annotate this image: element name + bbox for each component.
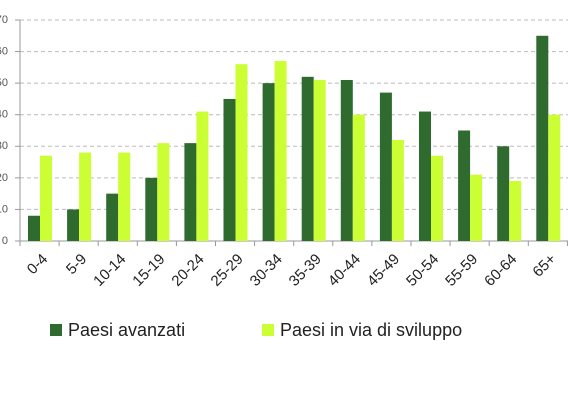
legend-swatch <box>50 324 62 336</box>
bar <box>235 64 248 241</box>
x-tick-label: 20-24 <box>168 251 207 290</box>
legend-swatch <box>262 324 274 336</box>
bar <box>379 92 392 241</box>
bar <box>223 98 236 241</box>
bar <box>313 79 326 241</box>
bar <box>40 155 52 241</box>
bar <box>470 174 483 241</box>
bar <box>196 111 209 241</box>
bar <box>79 152 92 241</box>
y-tick-label: 10 <box>0 203 8 215</box>
x-tick-label: 10-14 <box>90 251 129 290</box>
bar <box>352 114 365 241</box>
bar <box>431 155 443 241</box>
x-tick-label: 55-59 <box>442 251 481 290</box>
y-tick-label: 40 <box>0 109 8 121</box>
x-tick-label: 60-64 <box>481 251 520 290</box>
bar <box>458 130 471 241</box>
x-tick-label: 40-44 <box>325 251 364 290</box>
x-tick-label: 65+ <box>529 250 559 280</box>
bar <box>274 61 287 241</box>
y-tick-label: 50 <box>0 77 8 89</box>
x-tick-label: 25-29 <box>208 251 247 290</box>
x-tick-label: 0-4 <box>24 251 51 278</box>
x-tick-label: 30-34 <box>247 251 286 290</box>
legend-label: Paesi avanzati <box>68 320 185 340</box>
y-tick-label: 70 <box>0 14 8 26</box>
bar <box>145 177 158 241</box>
bar <box>118 152 131 241</box>
y-tick-label: 20 <box>0 172 8 184</box>
bar <box>509 181 522 241</box>
x-tick-label: 50-54 <box>403 251 442 290</box>
x-tick-label: 45-49 <box>364 251 403 290</box>
y-tick-label: 60 <box>0 45 8 57</box>
bar <box>340 79 353 241</box>
y-tick-label: 30 <box>0 140 8 152</box>
bar <box>301 76 314 241</box>
bar <box>497 146 510 241</box>
bar <box>67 209 80 241</box>
bar <box>262 83 275 242</box>
bar <box>419 111 431 241</box>
y-tick-label: 0 <box>2 235 8 247</box>
legend-label: Paesi in via di sviluppo <box>280 320 462 340</box>
x-tick-label: 5-9 <box>63 251 90 278</box>
bar <box>157 143 170 241</box>
bar <box>536 35 549 242</box>
bar <box>391 139 404 241</box>
x-tick-label: 35-39 <box>286 251 325 290</box>
bar <box>548 114 561 241</box>
bar <box>28 215 40 241</box>
bar <box>106 193 119 241</box>
x-tick-label: 15-19 <box>129 251 168 290</box>
bar <box>184 143 197 241</box>
